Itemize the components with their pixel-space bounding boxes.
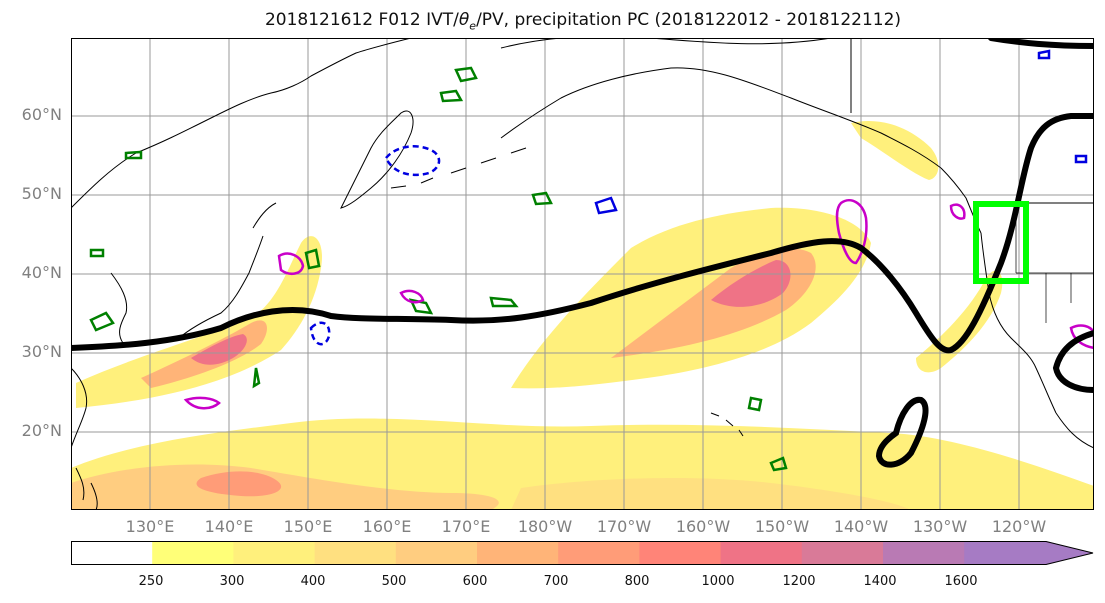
colorbar-tick-800: 800: [624, 574, 650, 589]
ivt-band-south-core: [196, 471, 282, 497]
colorbar-tick-700: 700: [543, 574, 569, 589]
colorbar-outline: [71, 541, 1094, 565]
colorbar-segment-3: [314, 541, 397, 565]
colorbar-segment-4: [395, 541, 478, 565]
lon-label-140e: 140°E: [204, 517, 254, 536]
colorbar-tick-400: 400: [300, 574, 326, 589]
theta-e-contours: [71, 38, 1094, 468]
theta-e-main: [71, 113, 1094, 354]
korea-coast: [110, 272, 128, 344]
theta-symbol: θ: [458, 10, 470, 30]
colorbar-tick-1600: 1600: [944, 574, 978, 589]
colorbar-tick-250: 250: [138, 574, 164, 589]
lat-label-30n: 30°N: [21, 342, 62, 361]
lon-label-180w: 180°W: [517, 517, 573, 536]
lon-label-170w: 170°W: [596, 517, 652, 536]
pv-contours: [183, 199, 1094, 410]
lon-label-120w: 120°W: [991, 517, 1047, 536]
aleutian-chain: [390, 147, 527, 189]
figure-title: 2018121612 F012 IVT/θe/PV, precipitation…: [264, 10, 902, 33]
blue-contours: [309, 49, 1088, 346]
lon-label-130e: 130°E: [125, 517, 175, 536]
colorbar-segment-0: [71, 541, 153, 565]
asia-coast: [71, 38, 412, 209]
theta-e-loop: [875, 396, 929, 468]
colorbar-segment-7: [639, 541, 722, 565]
map-panel: [71, 38, 1094, 510]
colorbar-tick-1400: 1400: [863, 574, 897, 589]
lon-label-130w: 130°W: [912, 517, 968, 536]
colorbar-segments: [71, 541, 1093, 565]
theta-e-upper: [988, 38, 1094, 49]
ivt-gulf-alaska: [851, 120, 939, 180]
colorbar-tick-300: 300: [219, 574, 245, 589]
ivt-west-ar: [76, 236, 322, 408]
colorbar-segment-1: [152, 541, 234, 565]
colorbar-segment-2: [233, 541, 316, 565]
ivt-shading: [71, 120, 1094, 510]
ivt-band-south-inner: [71, 464, 499, 510]
ivt-west-ar-core: [191, 334, 247, 365]
philippines: [75, 467, 98, 510]
kamchatka: [340, 110, 414, 209]
hawaii: [710, 412, 744, 437]
japan-islands: [178, 202, 277, 339]
lon-label-150w: 150°W: [754, 517, 810, 536]
lat-label-20n: 20°N: [21, 421, 62, 440]
ivt-central-ar-core: [711, 260, 791, 307]
colorbar-segment-10: [883, 541, 965, 565]
us-west-coast: [980, 232, 1057, 414]
lat-label-40n: 40°N: [21, 263, 62, 282]
us-states: [1015, 203, 1094, 323]
theta-e-south: [1052, 330, 1094, 393]
colorbar-segment-9: [801, 541, 884, 565]
colorbar-segment-8: [720, 541, 803, 565]
lon-label-150e: 150°E: [283, 517, 333, 536]
colorbar-tick-1000: 1000: [701, 574, 735, 589]
colorbar-segment-5: [477, 541, 559, 565]
colorbar: [71, 541, 1094, 565]
colorbar-tick-1200: 1200: [782, 574, 816, 589]
map-canvas: [71, 38, 1094, 510]
ivt-band-south-east: [511, 477, 911, 510]
colorbar-segment-6: [558, 541, 640, 565]
lat-label-60n: 60°N: [21, 105, 62, 124]
lon-label-160e: 160°E: [362, 517, 412, 536]
china-coast: [71, 367, 88, 449]
colorbar-segment-11: [964, 541, 1093, 565]
colorbar-tick-500: 500: [381, 574, 407, 589]
lon-label-140w: 140°W: [833, 517, 889, 536]
target-region-box: [973, 201, 1029, 284]
theta-subscript: e: [469, 19, 477, 33]
lon-label-160w: 160°W: [675, 517, 731, 536]
colorbar-tick-600: 600: [462, 574, 488, 589]
lat-label-50n: 50°N: [21, 184, 62, 203]
lon-label-170e: 170°E: [441, 517, 491, 536]
alaska-coast: [500, 67, 942, 169]
baja-coast: [1055, 412, 1094, 449]
